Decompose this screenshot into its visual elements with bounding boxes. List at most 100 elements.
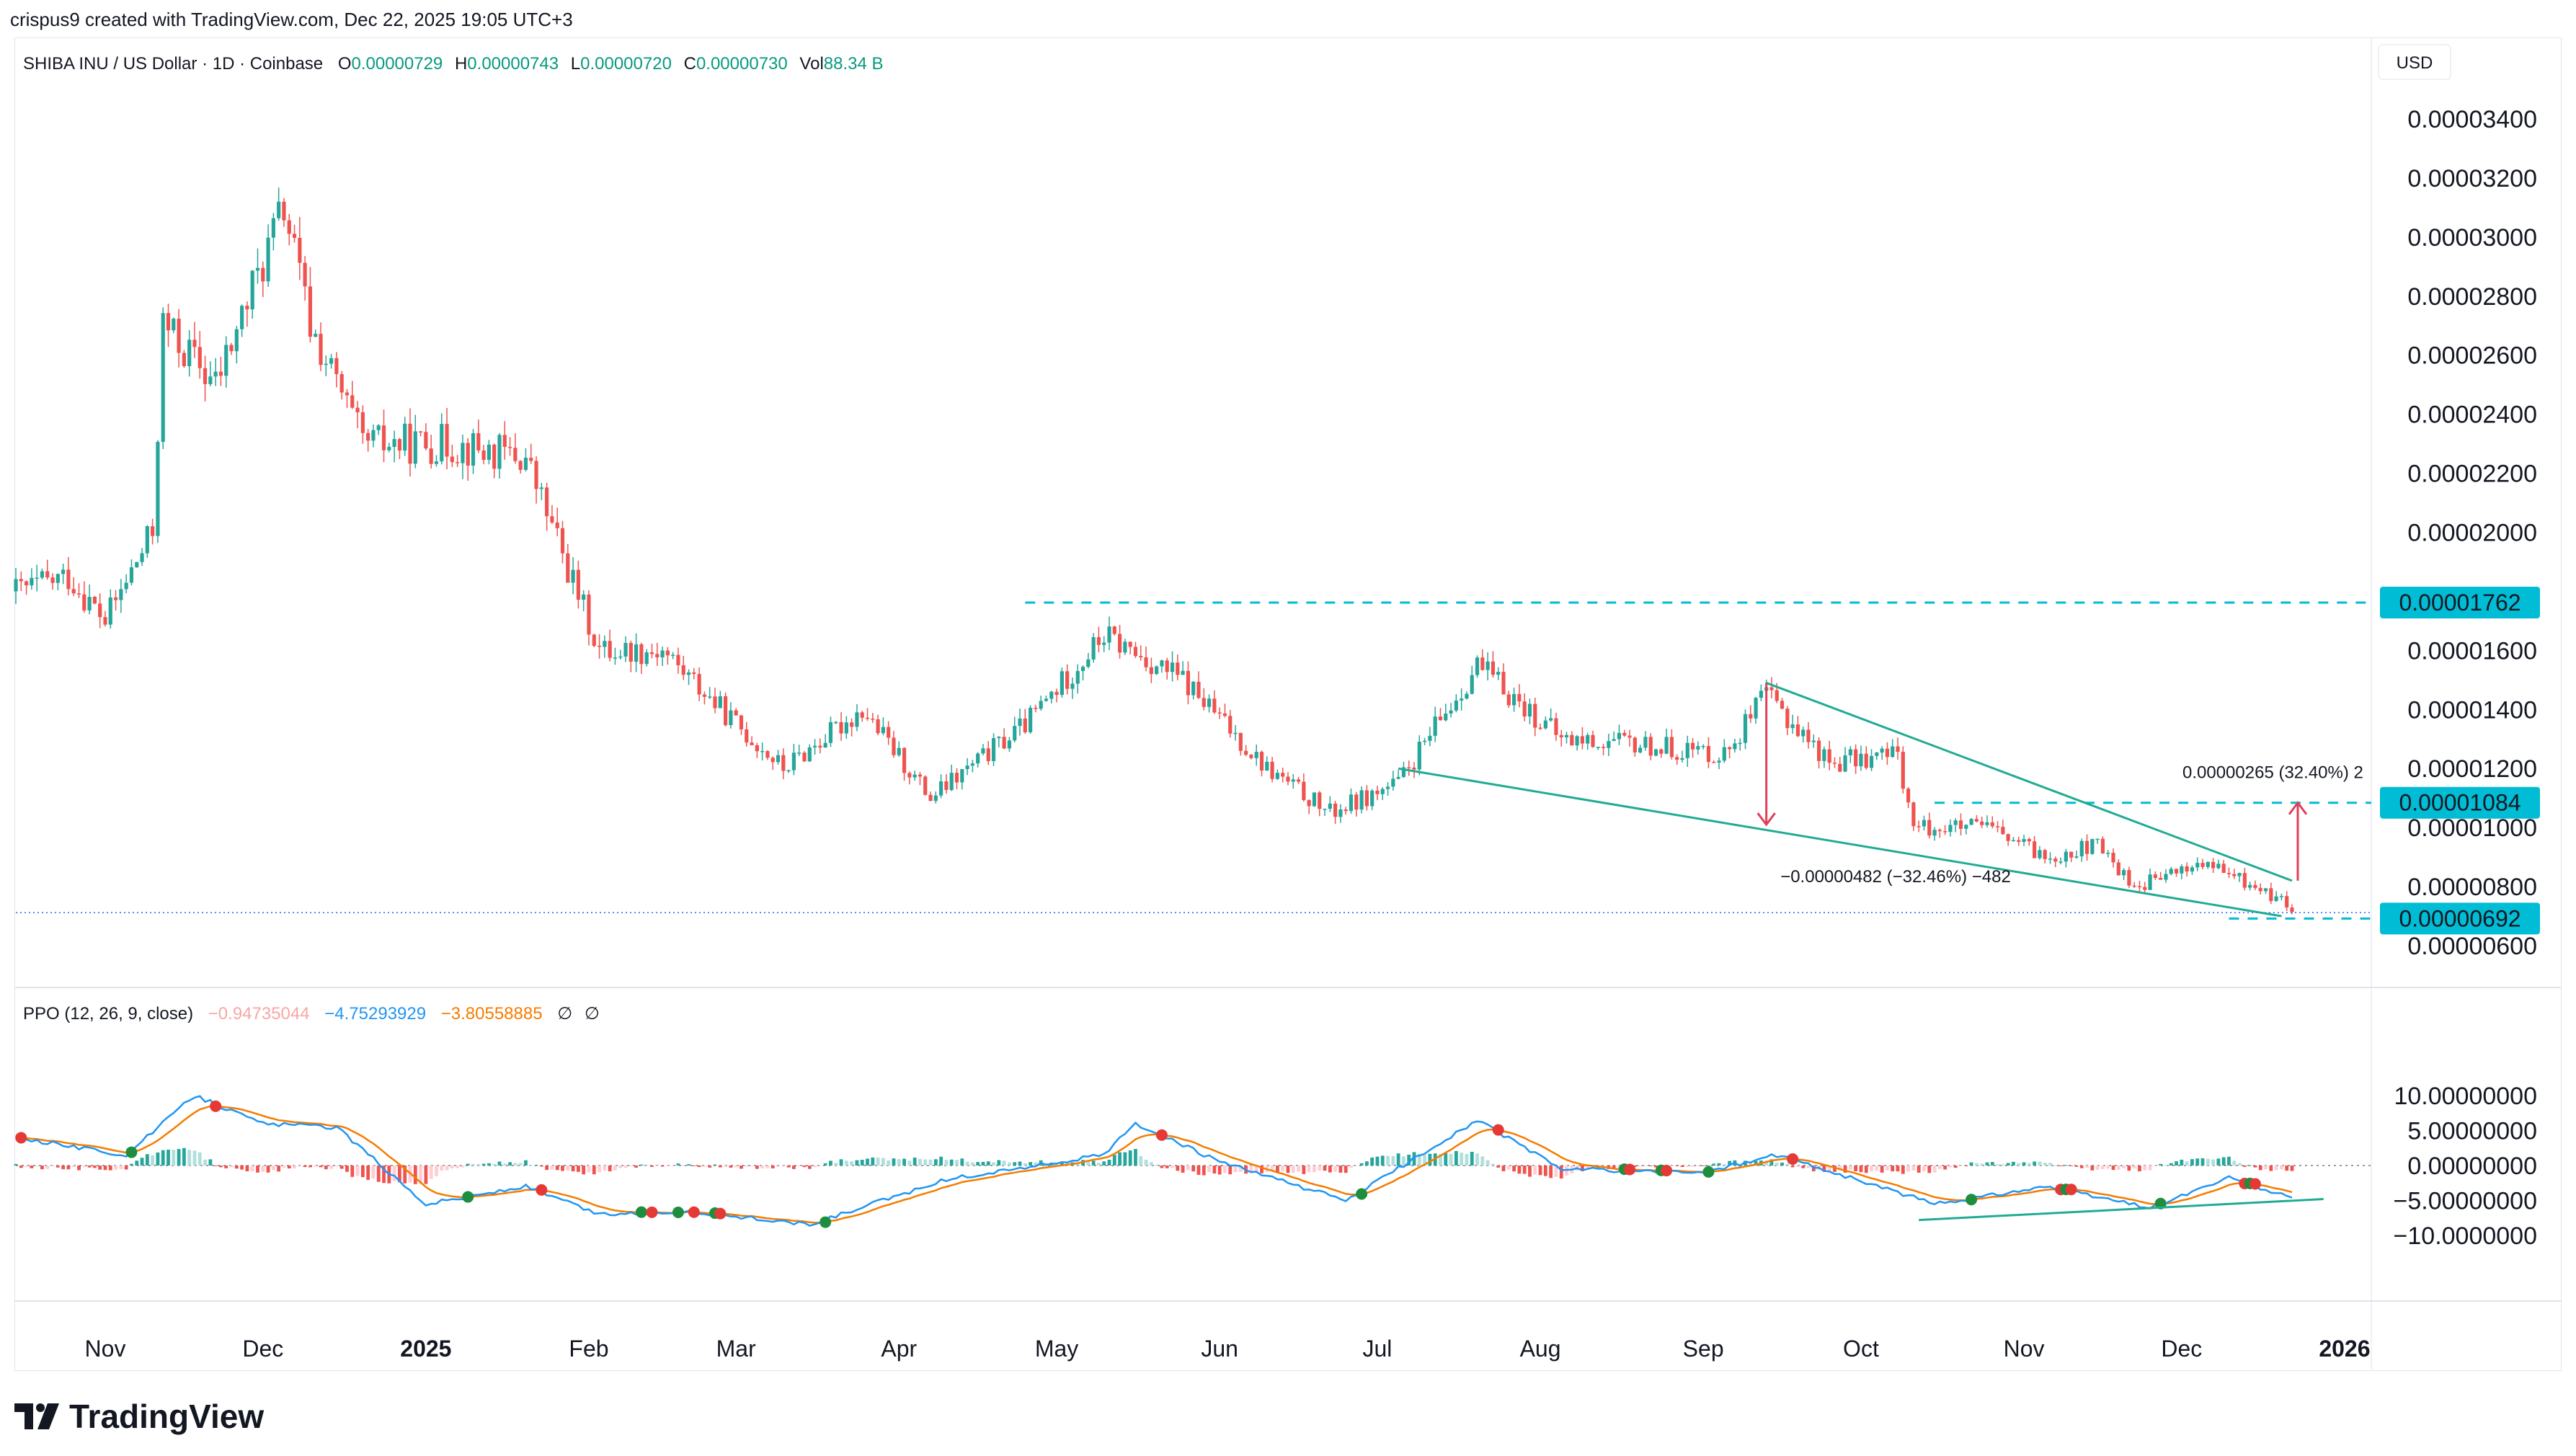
- candle-body: [218, 371, 223, 376]
- candle-body: [1133, 647, 1138, 657]
- candle-body: [187, 339, 192, 366]
- candle-body: [161, 313, 165, 443]
- axes-group: 0.00003400 0.00003200 0.00003000 0.00002800…: [2394, 106, 2537, 1250]
- candle-body: [507, 446, 512, 448]
- ppo-histogram-bar: [1460, 1153, 1464, 1166]
- candle-body: [2159, 877, 2163, 880]
- candle-body: [1380, 789, 1385, 794]
- ppo-histogram-bar: [98, 1166, 102, 1170]
- ppo-histogram-bar: [1533, 1166, 1537, 1175]
- candle-body: [1286, 776, 1290, 782]
- candle-body: [1207, 698, 1212, 707]
- candle-body: [1675, 757, 1679, 760]
- candle-body: [1538, 727, 1542, 729]
- candle-body: [970, 763, 974, 766]
- candle-body: [119, 589, 123, 600]
- ppo-histogram-bar: [1506, 1166, 1511, 1170]
- candle-body: [1128, 642, 1132, 647]
- candle-body: [865, 717, 870, 719]
- candle-body: [1749, 714, 1753, 719]
- candle-body: [1506, 694, 1511, 706]
- ppo-histogram-bar: [1386, 1155, 1390, 1166]
- ppo-histogram-bar: [1901, 1166, 1905, 1174]
- time-axis-label: 2025: [400, 1336, 451, 1362]
- candle-body: [492, 444, 497, 469]
- candle-body: [997, 737, 1001, 739]
- candle-body: [797, 753, 801, 754]
- candle-body: [2279, 896, 2284, 897]
- candle-body: [1775, 690, 1779, 701]
- candle-body: [791, 753, 796, 771]
- candle-body: [876, 719, 880, 734]
- candle-body: [1580, 736, 1585, 744]
- tradingview-logo[interactable]: TradingView: [14, 1397, 264, 1436]
- ppo-histogram-bar: [1364, 1161, 1369, 1166]
- ppo-histogram-bar: [92, 1166, 97, 1168]
- ppo-histogram-bar: [1359, 1163, 1364, 1166]
- currency-button[interactable]: [2378, 44, 2451, 80]
- volume-value: 88.34 B: [824, 54, 884, 74]
- candle-body: [850, 722, 854, 727]
- ppo-histogram-bar: [1297, 1166, 1300, 1172]
- candle-body: [1480, 657, 1485, 670]
- candle-body: [2232, 874, 2237, 876]
- ppo-histogram-bar: [1712, 1163, 1716, 1166]
- price-badge[interactable]: [2380, 902, 2540, 935]
- ppo-histogram-bar: [1501, 1166, 1506, 1171]
- candle-body: [529, 458, 533, 461]
- ppo-histogram-bar: [529, 1165, 533, 1166]
- candles-group: [14, 187, 2371, 915]
- ppo-bullish-cross-dot: [462, 1191, 474, 1203]
- candle-body: [1359, 790, 1364, 810]
- ppo-hist-value: −0.94735044: [208, 1004, 310, 1024]
- candle-body: [534, 461, 538, 489]
- candle-body: [1701, 745, 1705, 747]
- candle-body: [1549, 718, 1553, 721]
- candle-body: [2137, 886, 2142, 887]
- price-badge[interactable]: [2380, 586, 2540, 618]
- candle-body: [634, 644, 639, 662]
- ppo-histogram-bar: [382, 1166, 386, 1184]
- ppo-histogram-bar: [30, 1166, 34, 1168]
- ppo-bullish-cross-dot: [125, 1146, 138, 1158]
- candle-body: [408, 423, 412, 464]
- ppo-histogram-bar: [1680, 1166, 1684, 1167]
- candle-body: [1307, 799, 1311, 807]
- candle-body: [655, 654, 659, 657]
- candle-body: [1911, 802, 1916, 827]
- candle-body: [1917, 826, 1921, 827]
- ppo-histogram-bar: [1937, 1166, 1942, 1169]
- wedge-upper-line: [1766, 682, 2293, 882]
- ppo-histogram-bar: [2074, 1166, 2079, 1167]
- candle-body: [907, 773, 912, 778]
- candle-body: [513, 448, 518, 461]
- time-axis-label: Mar: [716, 1336, 756, 1362]
- candle-body: [1181, 670, 1185, 675]
- ppo-histogram-bar: [603, 1166, 607, 1171]
- candle-body: [860, 712, 864, 718]
- ppo-histogram-bar: [1086, 1161, 1091, 1166]
- candle-body: [1428, 735, 1432, 741]
- ppo-trendline: [1919, 1198, 2324, 1222]
- time-axis-label: Nov: [85, 1336, 126, 1362]
- candle-body: [476, 433, 481, 450]
- ppo-histogram-bar: [2237, 1163, 2242, 1166]
- candle-body: [2079, 840, 2084, 857]
- measure-group: −0.00000482 (−32.46%) −482 0.00000265 (32…: [1756, 683, 2363, 887]
- ppo-histogram-bar: [413, 1166, 417, 1184]
- candle-body: [734, 710, 738, 716]
- candle-body: [208, 376, 213, 384]
- ppo-histogram-bar: [376, 1166, 381, 1182]
- candle-body: [314, 334, 318, 337]
- candle-body: [1485, 661, 1490, 670]
- candle-body: [182, 352, 186, 366]
- ppo-histogram-bar: [1454, 1150, 1458, 1166]
- candle-body: [156, 442, 160, 536]
- ppo-histogram-bar: [2122, 1166, 2126, 1168]
- candle-body: [1065, 671, 1070, 689]
- candle-body: [2195, 863, 2200, 868]
- price-badge[interactable]: [2380, 786, 2540, 819]
- ppo-histogram-bar: [955, 1160, 959, 1166]
- price-badge-label: 0.00001084: [2399, 790, 2521, 816]
